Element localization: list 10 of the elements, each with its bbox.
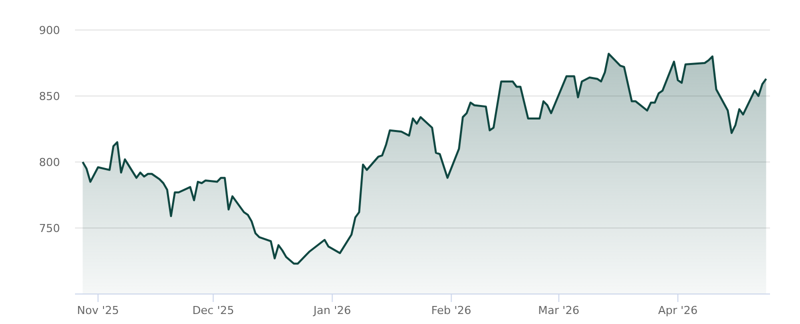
y-tick-label: 900 [39, 24, 60, 37]
y-tick-label: 800 [39, 156, 60, 169]
x-tick-label: Nov '25 [77, 304, 120, 317]
x-tick-label: Dec '25 [192, 304, 234, 317]
y-tick-label: 850 [39, 90, 60, 103]
x-tick-label: Mar '26 [538, 304, 580, 317]
x-tick-label: Feb '26 [431, 304, 472, 317]
x-tick-label: Apr '26 [658, 304, 698, 317]
y-tick-label: 750 [39, 222, 60, 235]
x-tick-label: Jan '26 [312, 304, 352, 317]
